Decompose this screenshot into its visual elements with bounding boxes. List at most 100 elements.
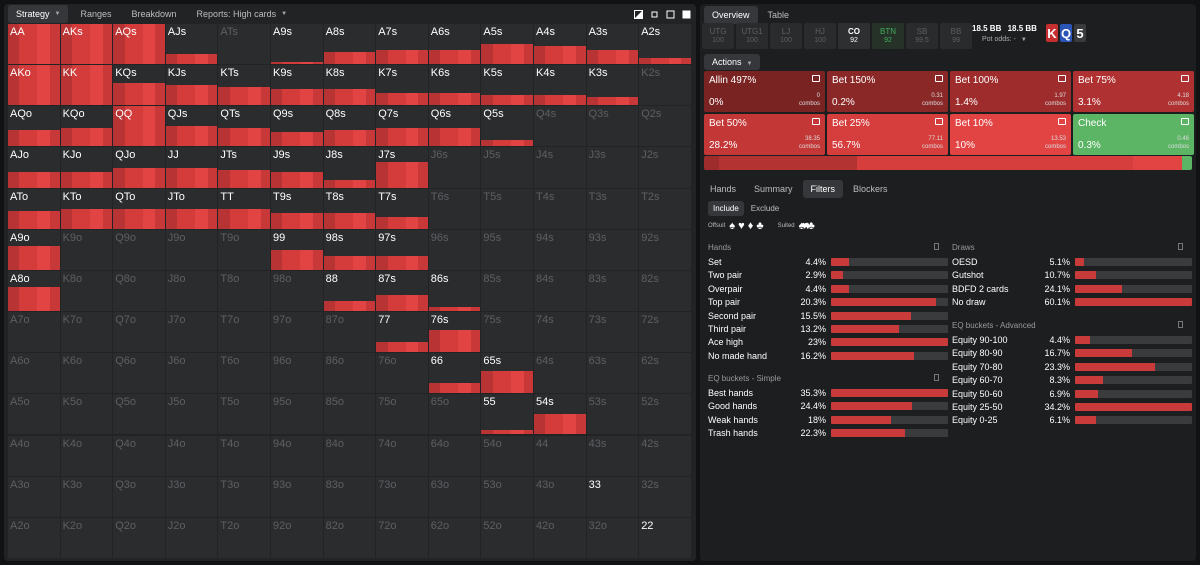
position-co[interactable]: CO 92 (838, 23, 870, 49)
hand-cell-Q8s[interactable]: Q8s (323, 106, 376, 147)
hand-cell-J3s[interactable]: J3s (586, 147, 639, 188)
position-utg1[interactable]: UTG1 100 (736, 23, 768, 49)
action-bet-50-[interactable]: Bet 50% 28.2% 38.35 combos (704, 114, 825, 155)
stat-row[interactable]: Good hands 24.4% (708, 400, 948, 413)
hand-cell-T3s[interactable]: T3s (586, 188, 639, 229)
hand-cell-J5o[interactable]: J5o (165, 394, 218, 435)
hand-cell-J8s[interactable]: J8s (323, 147, 376, 188)
hand-cell-J7s[interactable]: J7s (376, 147, 428, 188)
hand-cell-J6o[interactable]: J6o (165, 353, 218, 394)
tab-reports[interactable]: Reports: High cards ▼ (189, 5, 296, 23)
action-check[interactable]: Check 0.3% 0.46 combos (1073, 114, 1194, 155)
hand-cell-ATo[interactable]: ATo (8, 188, 60, 229)
hand-cell-AJs[interactable]: AJs (165, 24, 218, 65)
hand-cell-77[interactable]: 77 (376, 312, 428, 353)
hand-cell-53o[interactable]: 53o (481, 476, 533, 517)
hand-cell-T4o[interactable]: T4o (218, 435, 270, 476)
hand-cell-AQs[interactable]: AQs (113, 24, 165, 65)
hand-cell-A9s[interactable]: A9s (271, 24, 323, 65)
grid-small-icon[interactable] (648, 8, 660, 20)
hand-cell-AQo[interactable]: AQo (8, 106, 60, 147)
hand-cell-KTs[interactable]: KTs (218, 65, 270, 106)
hand-cell-84o[interactable]: 84o (323, 435, 376, 476)
hand-cell-92o[interactable]: 92o (271, 517, 323, 558)
hand-cell-33[interactable]: 33 (586, 476, 639, 517)
hand-cell-QTo[interactable]: QTo (113, 188, 165, 229)
hand-cell-J3o[interactable]: J3o (165, 476, 218, 517)
hand-cell-A5s[interactable]: A5s (481, 24, 533, 65)
hand-cell-Q7o[interactable]: Q7o (113, 312, 165, 353)
stat-row[interactable]: OESD 5.1% (952, 256, 1192, 269)
hand-cell-Q2o[interactable]: Q2o (113, 517, 165, 558)
hand-cell-98s[interactable]: 98s (323, 229, 376, 270)
hand-cell-63s[interactable]: 63s (586, 353, 639, 394)
hand-cell-JTs[interactable]: JTs (218, 147, 270, 188)
position-sb[interactable]: SB 99.5 (906, 23, 938, 49)
tab-hands[interactable]: Hands (710, 184, 737, 194)
hand-cell-75o[interactable]: 75o (376, 394, 428, 435)
hand-cell-TT[interactable]: TT (218, 188, 270, 229)
actions-dropdown[interactable]: Actions ▼ (704, 54, 761, 70)
hand-cell-52s[interactable]: 52s (639, 394, 691, 435)
hand-cell-K4s[interactable]: K4s (534, 65, 586, 106)
hand-cell-T6s[interactable]: T6s (428, 188, 481, 229)
hand-cell-T3o[interactable]: T3o (218, 476, 270, 517)
hand-cell-Q2s[interactable]: Q2s (639, 106, 691, 147)
hand-cell-T9s[interactable]: T9s (271, 188, 323, 229)
hand-cell-QJs[interactable]: QJs (165, 106, 218, 147)
hand-cell-64o[interactable]: 64o (428, 435, 481, 476)
hand-cell-QJo[interactable]: QJo (113, 147, 165, 188)
hand-cell-93o[interactable]: 93o (271, 476, 323, 517)
hand-cell-A7o[interactable]: A7o (8, 312, 60, 353)
tab-table[interactable]: Table (767, 10, 790, 20)
tab-filters[interactable]: Filters (802, 180, 844, 198)
stat-row[interactable]: Equity 25-50 34.2% (952, 401, 1192, 414)
hand-cell-84s[interactable]: 84s (534, 270, 586, 312)
hand-cell-ATs[interactable]: ATs (218, 24, 270, 65)
pot-odds[interactable]: Pot odds: - ▼ (982, 36, 1027, 43)
hand-cell-Q3o[interactable]: Q3o (113, 476, 165, 517)
action-bet-10-[interactable]: Bet 10% 10% 13.53 combos (950, 114, 1071, 155)
hand-cell-J2s[interactable]: J2s (639, 147, 691, 188)
hand-cell-AA[interactable]: AA (8, 24, 60, 65)
stat-row[interactable]: Best hands 35.3% (708, 387, 948, 400)
stat-row[interactable]: Equity 90-100 4.4% (952, 334, 1192, 347)
hand-cell-T7s[interactable]: T7s (376, 188, 428, 229)
hand-cell-J8o[interactable]: J8o (165, 270, 218, 312)
tab-blockers[interactable]: Blockers (853, 184, 888, 194)
hand-cell-43o[interactable]: 43o (534, 476, 586, 517)
action-bet-25-[interactable]: Bet 25% 56.7% 77.11 combos (827, 114, 948, 155)
hand-cell-A5o[interactable]: A5o (8, 394, 60, 435)
hand-cell-KQs[interactable]: KQs (113, 65, 165, 106)
hand-cell-T5o[interactable]: T5o (218, 394, 270, 435)
tab-strategy[interactable]: Strategy ▼ (8, 5, 69, 23)
hand-cell-A8s[interactable]: A8s (323, 24, 376, 65)
hand-cell-KQo[interactable]: KQo (60, 106, 113, 147)
include-toggle[interactable]: Include (708, 201, 744, 216)
hand-cell-A4s[interactable]: A4s (534, 24, 586, 65)
hand-cell-64s[interactable]: 64s (534, 353, 586, 394)
stat-row[interactable]: Ace high 23% (708, 336, 948, 349)
hand-cell-93s[interactable]: 93s (586, 229, 639, 270)
hand-cell-87s[interactable]: 87s (376, 270, 428, 312)
hand-cell-T6o[interactable]: T6o (218, 353, 270, 394)
position-utg[interactable]: UTG 100 (702, 23, 734, 49)
stat-row[interactable]: Overpair 4.4% (708, 283, 948, 296)
hand-cell-88[interactable]: 88 (323, 270, 376, 312)
note-icon[interactable] (1181, 118, 1189, 125)
hand-cell-T5s[interactable]: T5s (481, 188, 533, 229)
hand-cell-53s[interactable]: 53s (586, 394, 639, 435)
hand-cell-KJo[interactable]: KJo (60, 147, 113, 188)
hand-cell-A6o[interactable]: A6o (8, 353, 60, 394)
note-icon[interactable] (812, 75, 820, 82)
hand-cell-74s[interactable]: 74s (534, 312, 586, 353)
hand-cell-96s[interactable]: 96s (428, 229, 481, 270)
hand-cell-KK[interactable]: KK (60, 65, 113, 106)
hand-cell-Q6s[interactable]: Q6s (428, 106, 481, 147)
hand-cell-Q6o[interactable]: Q6o (113, 353, 165, 394)
hand-cell-J2o[interactable]: J2o (165, 517, 218, 558)
hand-cell-95s[interactable]: 95s (481, 229, 533, 270)
hand-cell-K4o[interactable]: K4o (60, 435, 113, 476)
stat-row[interactable]: Trash hands 22.3% (708, 427, 948, 440)
hand-cell-65o[interactable]: 65o (428, 394, 481, 435)
